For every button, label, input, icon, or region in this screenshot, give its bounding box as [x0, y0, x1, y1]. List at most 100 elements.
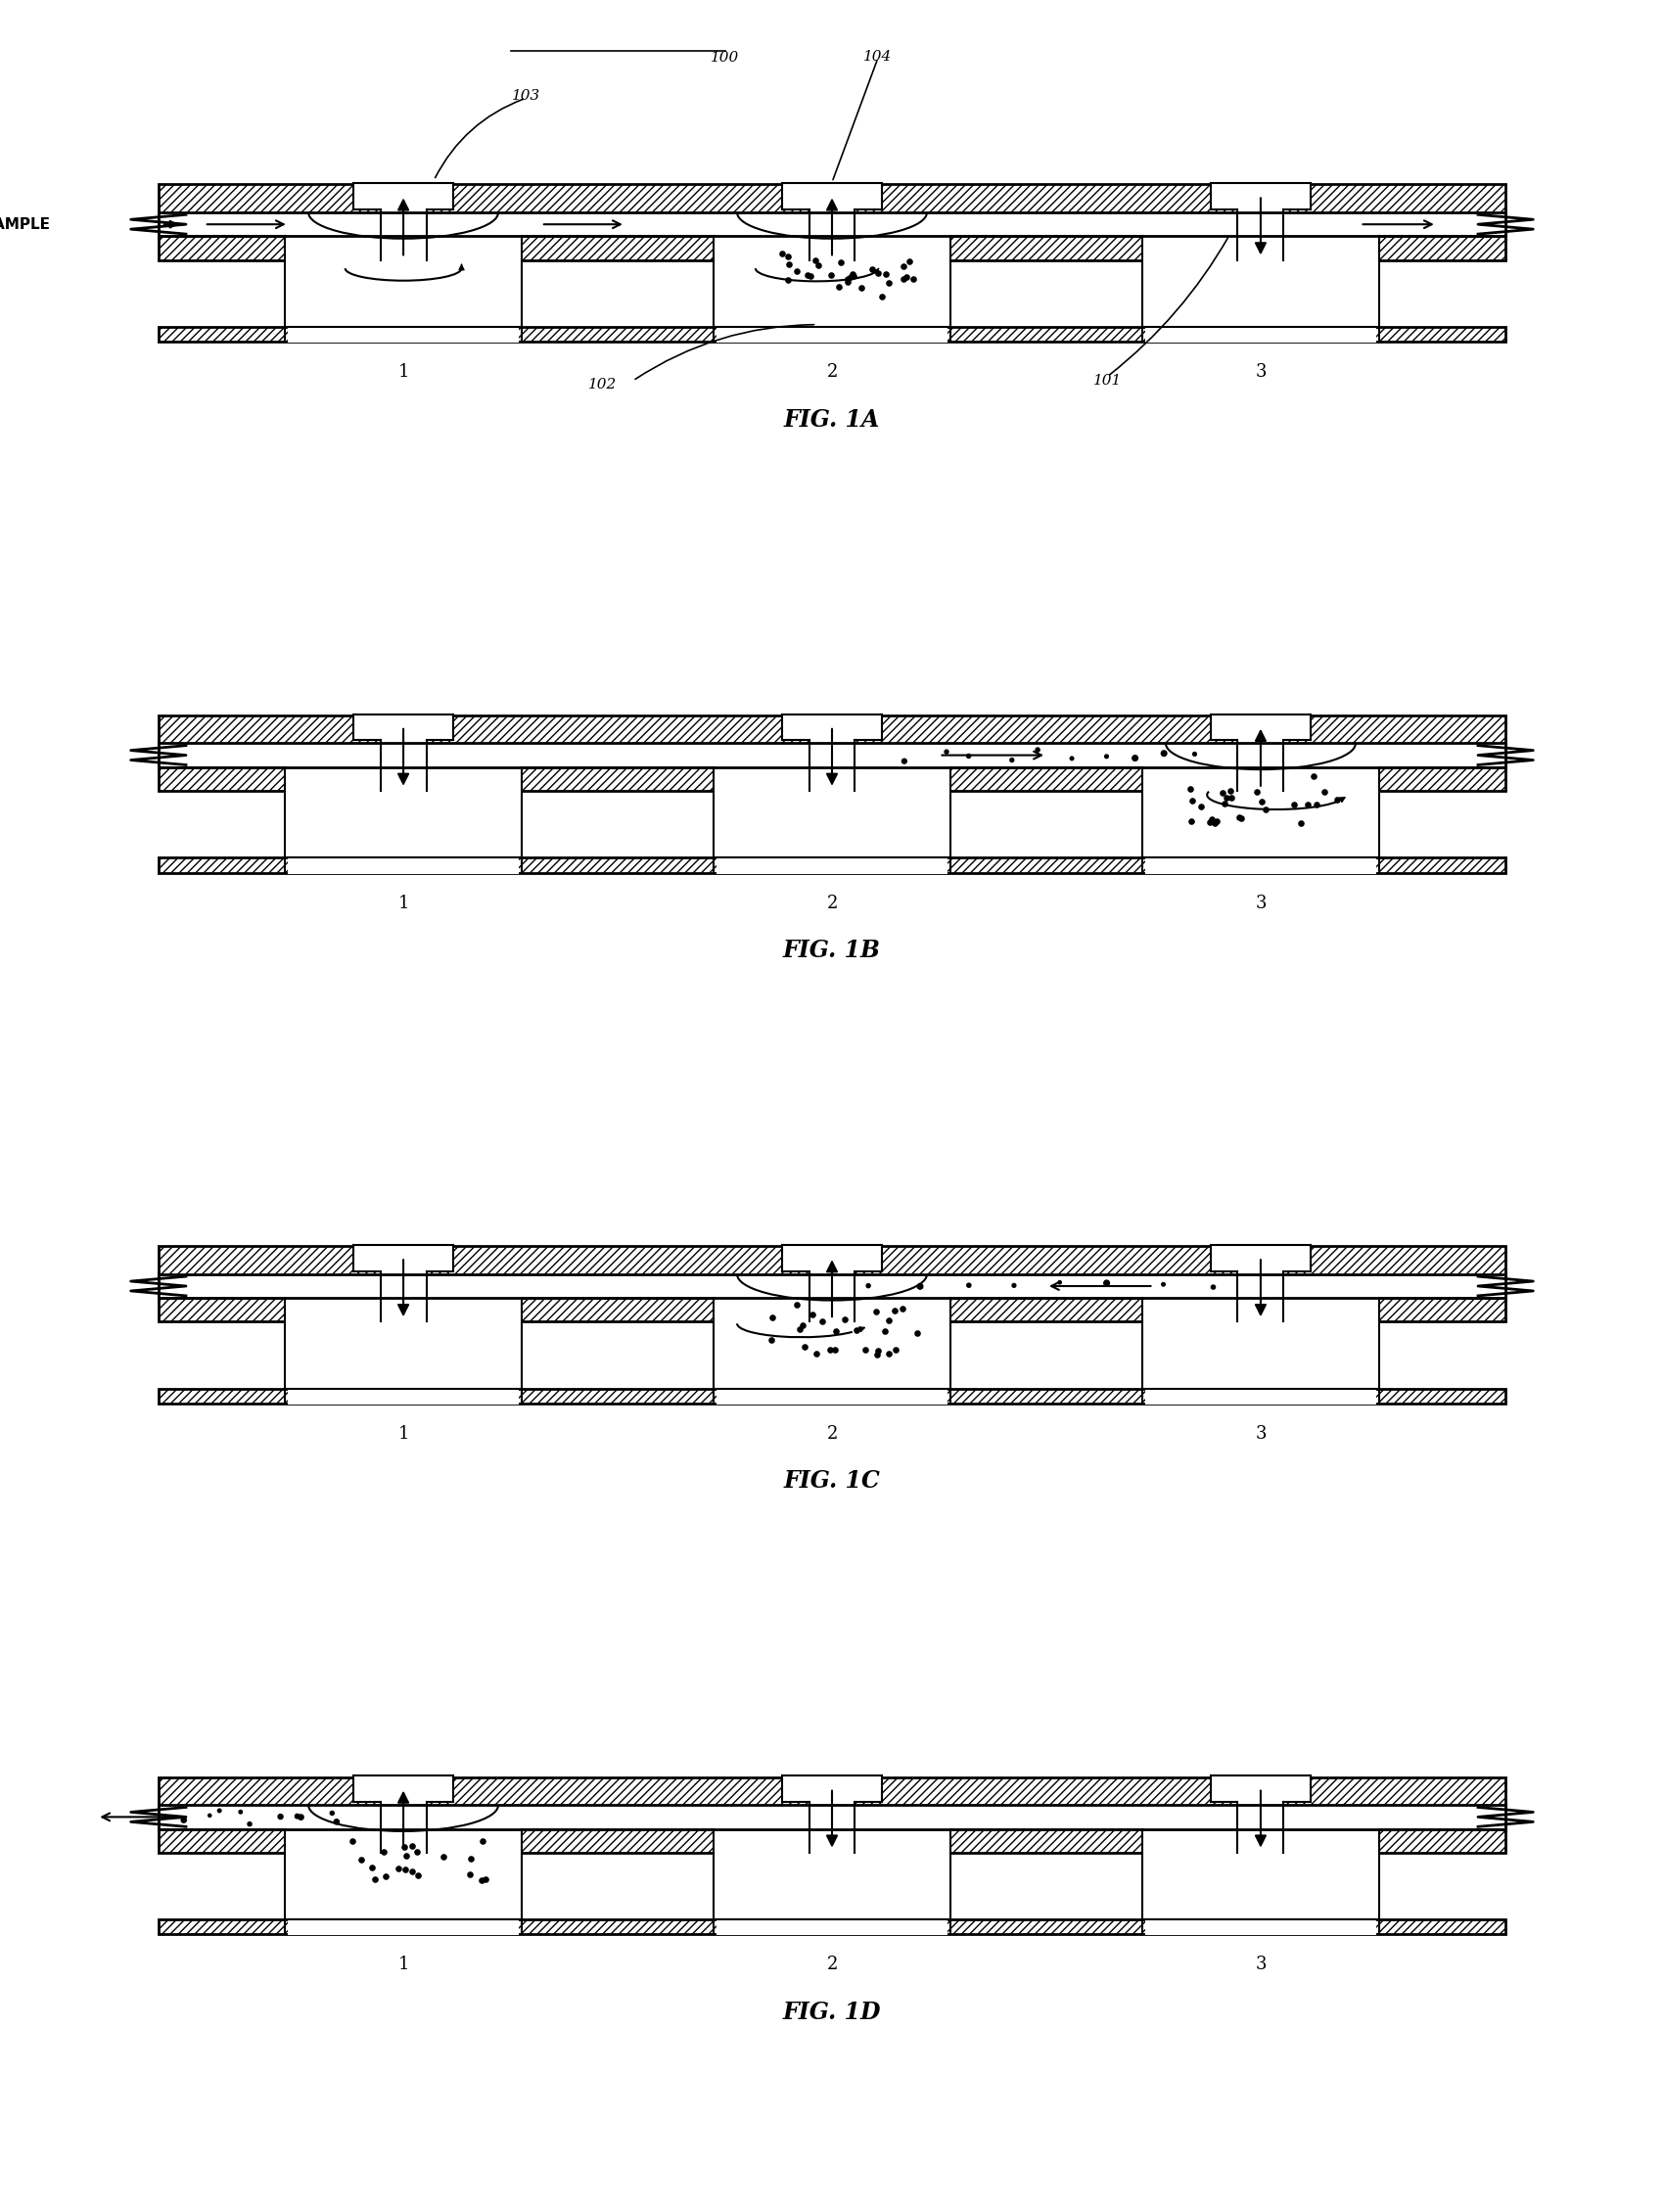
- Point: [1281, 787, 1308, 823]
- Point: [787, 1312, 814, 1347]
- Text: 2: 2: [827, 1425, 837, 1442]
- Point: [1213, 779, 1240, 814]
- Point: [872, 1314, 899, 1349]
- Point: [774, 261, 800, 296]
- Point: [371, 1834, 398, 1869]
- Point: [855, 1267, 882, 1303]
- Bar: [782, 1243, 882, 1272]
- Bar: [782, 181, 882, 210]
- Bar: [714, 237, 950, 327]
- Point: [236, 1807, 263, 1843]
- Bar: [158, 1805, 1506, 1829]
- Text: 100: 100: [711, 51, 739, 64]
- Bar: [1145, 1387, 1376, 1405]
- Point: [865, 1334, 892, 1369]
- Text: 102: 102: [587, 378, 617, 392]
- Bar: [354, 1774, 453, 1803]
- Point: [799, 1296, 825, 1332]
- Point: [1226, 801, 1253, 836]
- Point: [1218, 772, 1245, 807]
- Bar: [1145, 1918, 1376, 1936]
- Point: [473, 1863, 499, 1898]
- Bar: [809, 181, 855, 261]
- Point: [1295, 785, 1321, 821]
- Text: 1: 1: [398, 894, 409, 911]
- Bar: [158, 858, 1506, 874]
- Point: [458, 1840, 484, 1876]
- Bar: [354, 1243, 453, 1272]
- Bar: [158, 184, 1506, 259]
- Point: [817, 257, 844, 292]
- Point: [890, 261, 917, 296]
- Point: [934, 734, 960, 770]
- Point: [834, 263, 860, 299]
- Point: [784, 254, 810, 290]
- Point: [797, 259, 824, 294]
- Point: [864, 1336, 890, 1371]
- Bar: [714, 1829, 950, 1920]
- Bar: [354, 712, 453, 741]
- Point: [1200, 1270, 1226, 1305]
- Point: [1150, 1267, 1176, 1303]
- Point: [469, 1823, 496, 1858]
- Point: [319, 1796, 346, 1832]
- Point: [832, 1303, 859, 1338]
- Bar: [1142, 1298, 1379, 1389]
- Point: [1181, 737, 1208, 772]
- Bar: [158, 1245, 1506, 1323]
- Bar: [714, 1298, 950, 1389]
- Point: [1301, 759, 1328, 794]
- Point: [1211, 785, 1238, 821]
- Point: [882, 1294, 909, 1329]
- Bar: [158, 1776, 1506, 1854]
- Point: [1025, 732, 1052, 768]
- Point: [890, 743, 917, 779]
- Bar: [381, 1774, 426, 1854]
- Point: [456, 1856, 483, 1891]
- Point: [1093, 739, 1120, 774]
- Point: [865, 254, 892, 290]
- Bar: [782, 712, 882, 741]
- Bar: [1211, 712, 1311, 741]
- Text: 3: 3: [1255, 1425, 1266, 1442]
- Point: [1288, 805, 1315, 841]
- Point: [775, 239, 802, 274]
- Bar: [158, 327, 1506, 343]
- Point: [882, 1332, 909, 1367]
- Bar: [809, 1243, 855, 1323]
- Point: [784, 1287, 810, 1323]
- Point: [805, 248, 832, 283]
- Point: [775, 248, 802, 283]
- Point: [288, 1801, 314, 1836]
- Point: [403, 1834, 429, 1869]
- Bar: [285, 237, 522, 327]
- Bar: [1142, 1829, 1379, 1920]
- Point: [1323, 781, 1350, 816]
- Point: [1251, 792, 1278, 827]
- Point: [875, 1303, 902, 1338]
- Bar: [381, 712, 426, 792]
- Bar: [1238, 1243, 1283, 1323]
- Point: [1303, 787, 1330, 823]
- Point: [827, 246, 854, 281]
- Bar: [1145, 856, 1376, 874]
- Point: [894, 259, 920, 294]
- Point: [889, 1290, 915, 1325]
- Point: [875, 265, 902, 301]
- Point: [840, 259, 867, 294]
- Text: 2: 2: [827, 1955, 837, 1973]
- Bar: [285, 1298, 522, 1389]
- Point: [895, 243, 922, 279]
- Point: [1198, 801, 1225, 836]
- Text: 1: 1: [398, 363, 409, 380]
- Point: [268, 1798, 295, 1834]
- Point: [900, 261, 927, 296]
- Point: [1210, 774, 1236, 810]
- Point: [822, 1332, 849, 1367]
- Point: [1196, 805, 1223, 841]
- Bar: [158, 714, 1506, 790]
- Text: FIG. 1C: FIG. 1C: [784, 1469, 880, 1493]
- Bar: [1211, 1243, 1311, 1272]
- Point: [825, 270, 852, 305]
- Bar: [285, 1829, 522, 1920]
